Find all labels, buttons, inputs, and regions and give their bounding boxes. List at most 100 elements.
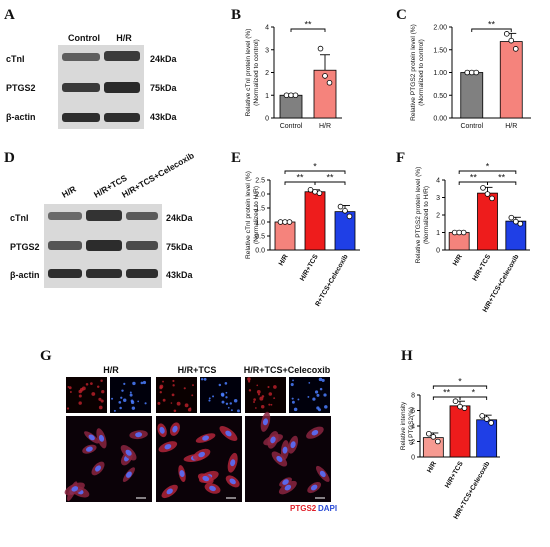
nucleus: [233, 399, 238, 403]
y-tick-label: 0: [265, 116, 269, 123]
bar: [304, 191, 326, 251]
nucleus: [319, 470, 326, 478]
data-point: [286, 219, 293, 225]
nucleus: [140, 381, 144, 385]
nucleus: [212, 395, 215, 398]
y-axis-label: of PTGS2(%): [408, 407, 415, 445]
blot-d-size-2: 75kDa: [166, 242, 194, 252]
significance-label: **: [296, 173, 304, 183]
cell-signal: [183, 387, 186, 390]
cell-signal: [268, 403, 271, 406]
y-axis-label: Relative cTnI protein level (%): [245, 171, 252, 259]
bar: [274, 221, 296, 251]
y-tick-label: 1.50: [433, 47, 447, 54]
nucleus: [291, 400, 295, 404]
y-axis-label: Relative cTnI protein level (%): [245, 29, 252, 117]
cell-signal: [78, 394, 82, 398]
nucleus: [203, 377, 207, 381]
data-point: [307, 187, 314, 193]
y-tick-label: 2.0: [255, 192, 265, 199]
cell-signal: [273, 397, 276, 400]
nucleus: [130, 400, 135, 405]
data-point: [460, 229, 467, 236]
cell-signal: [100, 399, 104, 403]
blot-a-size-1: 24kDa: [150, 54, 178, 64]
blot-d-col-hr: H/R: [60, 184, 78, 200]
nucleus: [225, 396, 228, 399]
cell-signal: [100, 379, 103, 382]
cell-signal: [257, 393, 261, 396]
panel-letter-g: G: [40, 348, 52, 364]
data-point: [346, 213, 353, 220]
y-tick-label: 2.5: [255, 178, 265, 185]
x-tick-label: H/R: [505, 123, 517, 130]
data-point: [316, 190, 323, 196]
cell-signal: [157, 401, 161, 405]
nucleus: [208, 397, 211, 400]
data-point: [430, 434, 437, 440]
cell-signal: [191, 394, 194, 397]
y-axis-label: (Normalized to control): [253, 39, 260, 106]
data-point: [461, 405, 468, 411]
nucleus: [129, 393, 133, 397]
panel-letter-a: A: [4, 7, 15, 23]
nucleus: [310, 484, 318, 491]
cell-signal: [261, 395, 265, 398]
significance-label: **: [326, 173, 334, 183]
data-point: [342, 208, 348, 214]
y-tick-label: 0: [436, 248, 440, 255]
nucleus: [318, 408, 322, 412]
blot-d-row-ptgs2: PTGS2: [10, 242, 40, 252]
nucleus: [262, 418, 269, 426]
y-axis-label: Relative PTGS2 protein level (%): [415, 167, 422, 264]
chart-b: 0 1 2 3 4 Relative cTnI protein level (%) (Nor…: [245, 20, 342, 130]
significance-bracket: [284, 170, 346, 174]
nucleus: [312, 397, 316, 401]
significance-label: *: [458, 377, 462, 387]
nucleus: [293, 407, 298, 412]
y-tick-label: 1.0: [255, 220, 265, 227]
significance-label: **: [304, 20, 312, 30]
blot-d-row-ctni: cTnI: [10, 213, 29, 223]
nucleus: [113, 409, 116, 412]
x-tick-label: H/R+TCS: [299, 253, 320, 282]
y-tick-label: 4: [265, 25, 269, 32]
data-point: [292, 92, 299, 99]
data-point: [337, 203, 344, 210]
y-tick-label: 0.5: [255, 234, 265, 241]
legend-dapi: DAPI: [318, 504, 337, 513]
cell-signal: [256, 384, 259, 387]
y-tick-label: 1.00: [433, 70, 447, 77]
bar: [460, 72, 484, 119]
y-tick-label: 0.0: [255, 248, 265, 255]
legend-ptgs2: PTGS2: [290, 504, 317, 513]
bar: [279, 94, 303, 119]
nucleus: [318, 377, 323, 382]
panel-letter-b: B: [231, 7, 241, 23]
nucleus: [290, 441, 296, 449]
x-tick-label: H/R: [278, 253, 290, 267]
nucleus: [159, 426, 165, 434]
cell-signal: [85, 383, 89, 386]
cell-signal: [66, 407, 70, 410]
nucleus: [225, 430, 232, 437]
nucleus: [126, 471, 132, 478]
cell-signal: [273, 385, 277, 389]
significance-label: **: [488, 20, 496, 30]
data-point: [512, 46, 519, 52]
y-tick-label: 1: [436, 230, 440, 237]
significance-bracket: [487, 181, 517, 185]
cell-signal: [187, 408, 192, 412]
y-axis-label: (Normalized to H/R): [253, 186, 260, 244]
data-point: [513, 218, 519, 225]
data-point: [435, 438, 441, 445]
x-tick-label: H/R+TCS: [444, 460, 465, 489]
blot-a-col-control: Control: [68, 33, 100, 43]
significance-bracket: [314, 181, 346, 185]
nucleus: [282, 446, 288, 454]
cell-signal: [78, 389, 82, 394]
nucleus: [98, 434, 105, 442]
data-point: [508, 37, 515, 44]
cell-signal: [270, 403, 273, 406]
nucleus: [218, 383, 222, 387]
